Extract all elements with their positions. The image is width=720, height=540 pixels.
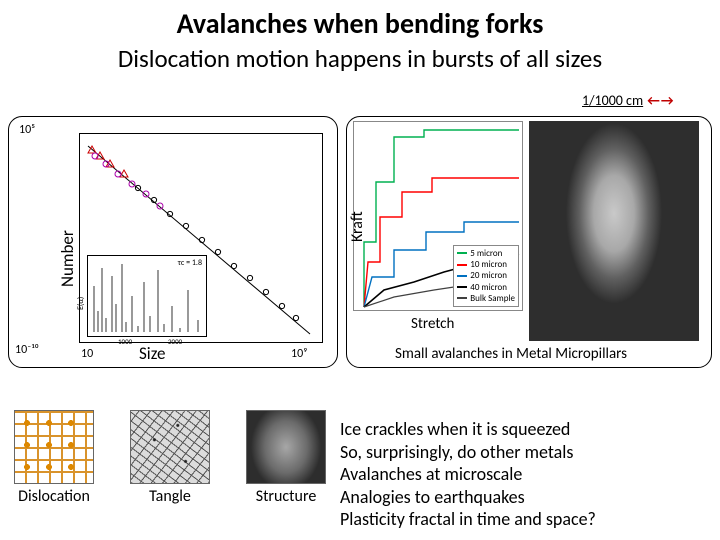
arrow-left-icon: ← xyxy=(647,92,660,109)
slide-title: Avalanches when bending forks xyxy=(0,0,720,41)
thumb-label: Tangle xyxy=(149,487,191,506)
ytick-bottom: 10⁻¹⁰ xyxy=(15,343,39,357)
thumb-structure: Structure xyxy=(246,410,326,506)
arrow-right-icon: → xyxy=(661,92,674,109)
structure-icon xyxy=(246,410,326,484)
xtick-right: 10⁹ xyxy=(291,347,307,361)
bullet-item: So, surprisingly, do other metals xyxy=(340,441,596,464)
kraft-label: Kraft xyxy=(348,211,367,242)
left-inset: τc = 1.8 E(α) 1000 2000 xyxy=(87,255,207,337)
inset-xtick1: 1000 xyxy=(118,337,132,346)
stress-strain-plot: Kraft 5 micron 10 micron 20 micron 40 mi… xyxy=(353,121,523,311)
inset-ylabel: E(α) xyxy=(76,297,86,310)
scale-note-text: 1/1000 cm xyxy=(582,92,643,109)
legend-item: 5 micron xyxy=(457,248,515,259)
sem-image: B 10 μm 2 μm xyxy=(529,121,699,341)
tangle-icon xyxy=(130,410,210,484)
ytick-top: 10⁵ xyxy=(19,123,35,137)
legend-item: Bulk Sample xyxy=(457,293,515,304)
bullet-list: Ice crackles when it is squeezed So, sur… xyxy=(340,418,596,531)
left-panel: 10⁵ 10⁻¹⁰ 10 10⁹ Number Size Avalanches … xyxy=(8,116,338,368)
thumb-tangle: Tangle xyxy=(130,410,210,506)
y-axis-label: Number xyxy=(57,230,78,287)
inset-xtick2: 2000 xyxy=(168,337,182,346)
thumb-dislocation: Dislocation xyxy=(14,410,94,506)
sem-scalebar-inset: 2 μm xyxy=(670,325,695,338)
right-caption: Small avalanches in Metal Micropillars xyxy=(395,345,627,363)
legend-item: 10 micron xyxy=(457,259,515,270)
bullet-item: Ice crackles when it is squeezed xyxy=(340,418,596,441)
inset-label: τc = 1.8 xyxy=(178,258,202,268)
bullet-item: Plasticity fractal in time and space? xyxy=(340,508,596,531)
dislocation-icon xyxy=(14,410,94,484)
bullet-item: Analogies to earthquakes xyxy=(340,486,596,509)
xtick-left: 10 xyxy=(81,347,93,361)
sem-scalebar-main: 10 μm xyxy=(533,325,563,338)
bullet-item: Avalanches at microscale xyxy=(340,463,596,486)
scale-arrows: ← → xyxy=(647,92,673,109)
stretch-label: Stretch xyxy=(411,315,454,333)
scale-note: 1/1000 cm ← → xyxy=(582,92,674,109)
thumb-label: Dislocation xyxy=(18,487,90,506)
sem-panel-letter: B xyxy=(688,123,695,138)
legend: 5 micron 10 micron 20 micron 40 micron B… xyxy=(453,245,519,307)
x-axis-label: Size xyxy=(139,343,166,364)
right-panel: Kraft 5 micron 10 micron 20 micron 40 mi… xyxy=(346,116,712,368)
inset-svg xyxy=(88,256,208,338)
legend-item: 20 micron xyxy=(457,270,515,281)
legend-item: 40 micron xyxy=(457,282,515,293)
chart-row: 10⁵ 10⁻¹⁰ 10 10⁹ Number Size Avalanches … xyxy=(8,116,712,368)
slide-subtitle: Dislocation motion happens in bursts of … xyxy=(0,43,720,74)
thumbnail-row: Dislocation Tangle Structure xyxy=(14,410,326,506)
thumb-label: Structure xyxy=(256,487,317,506)
